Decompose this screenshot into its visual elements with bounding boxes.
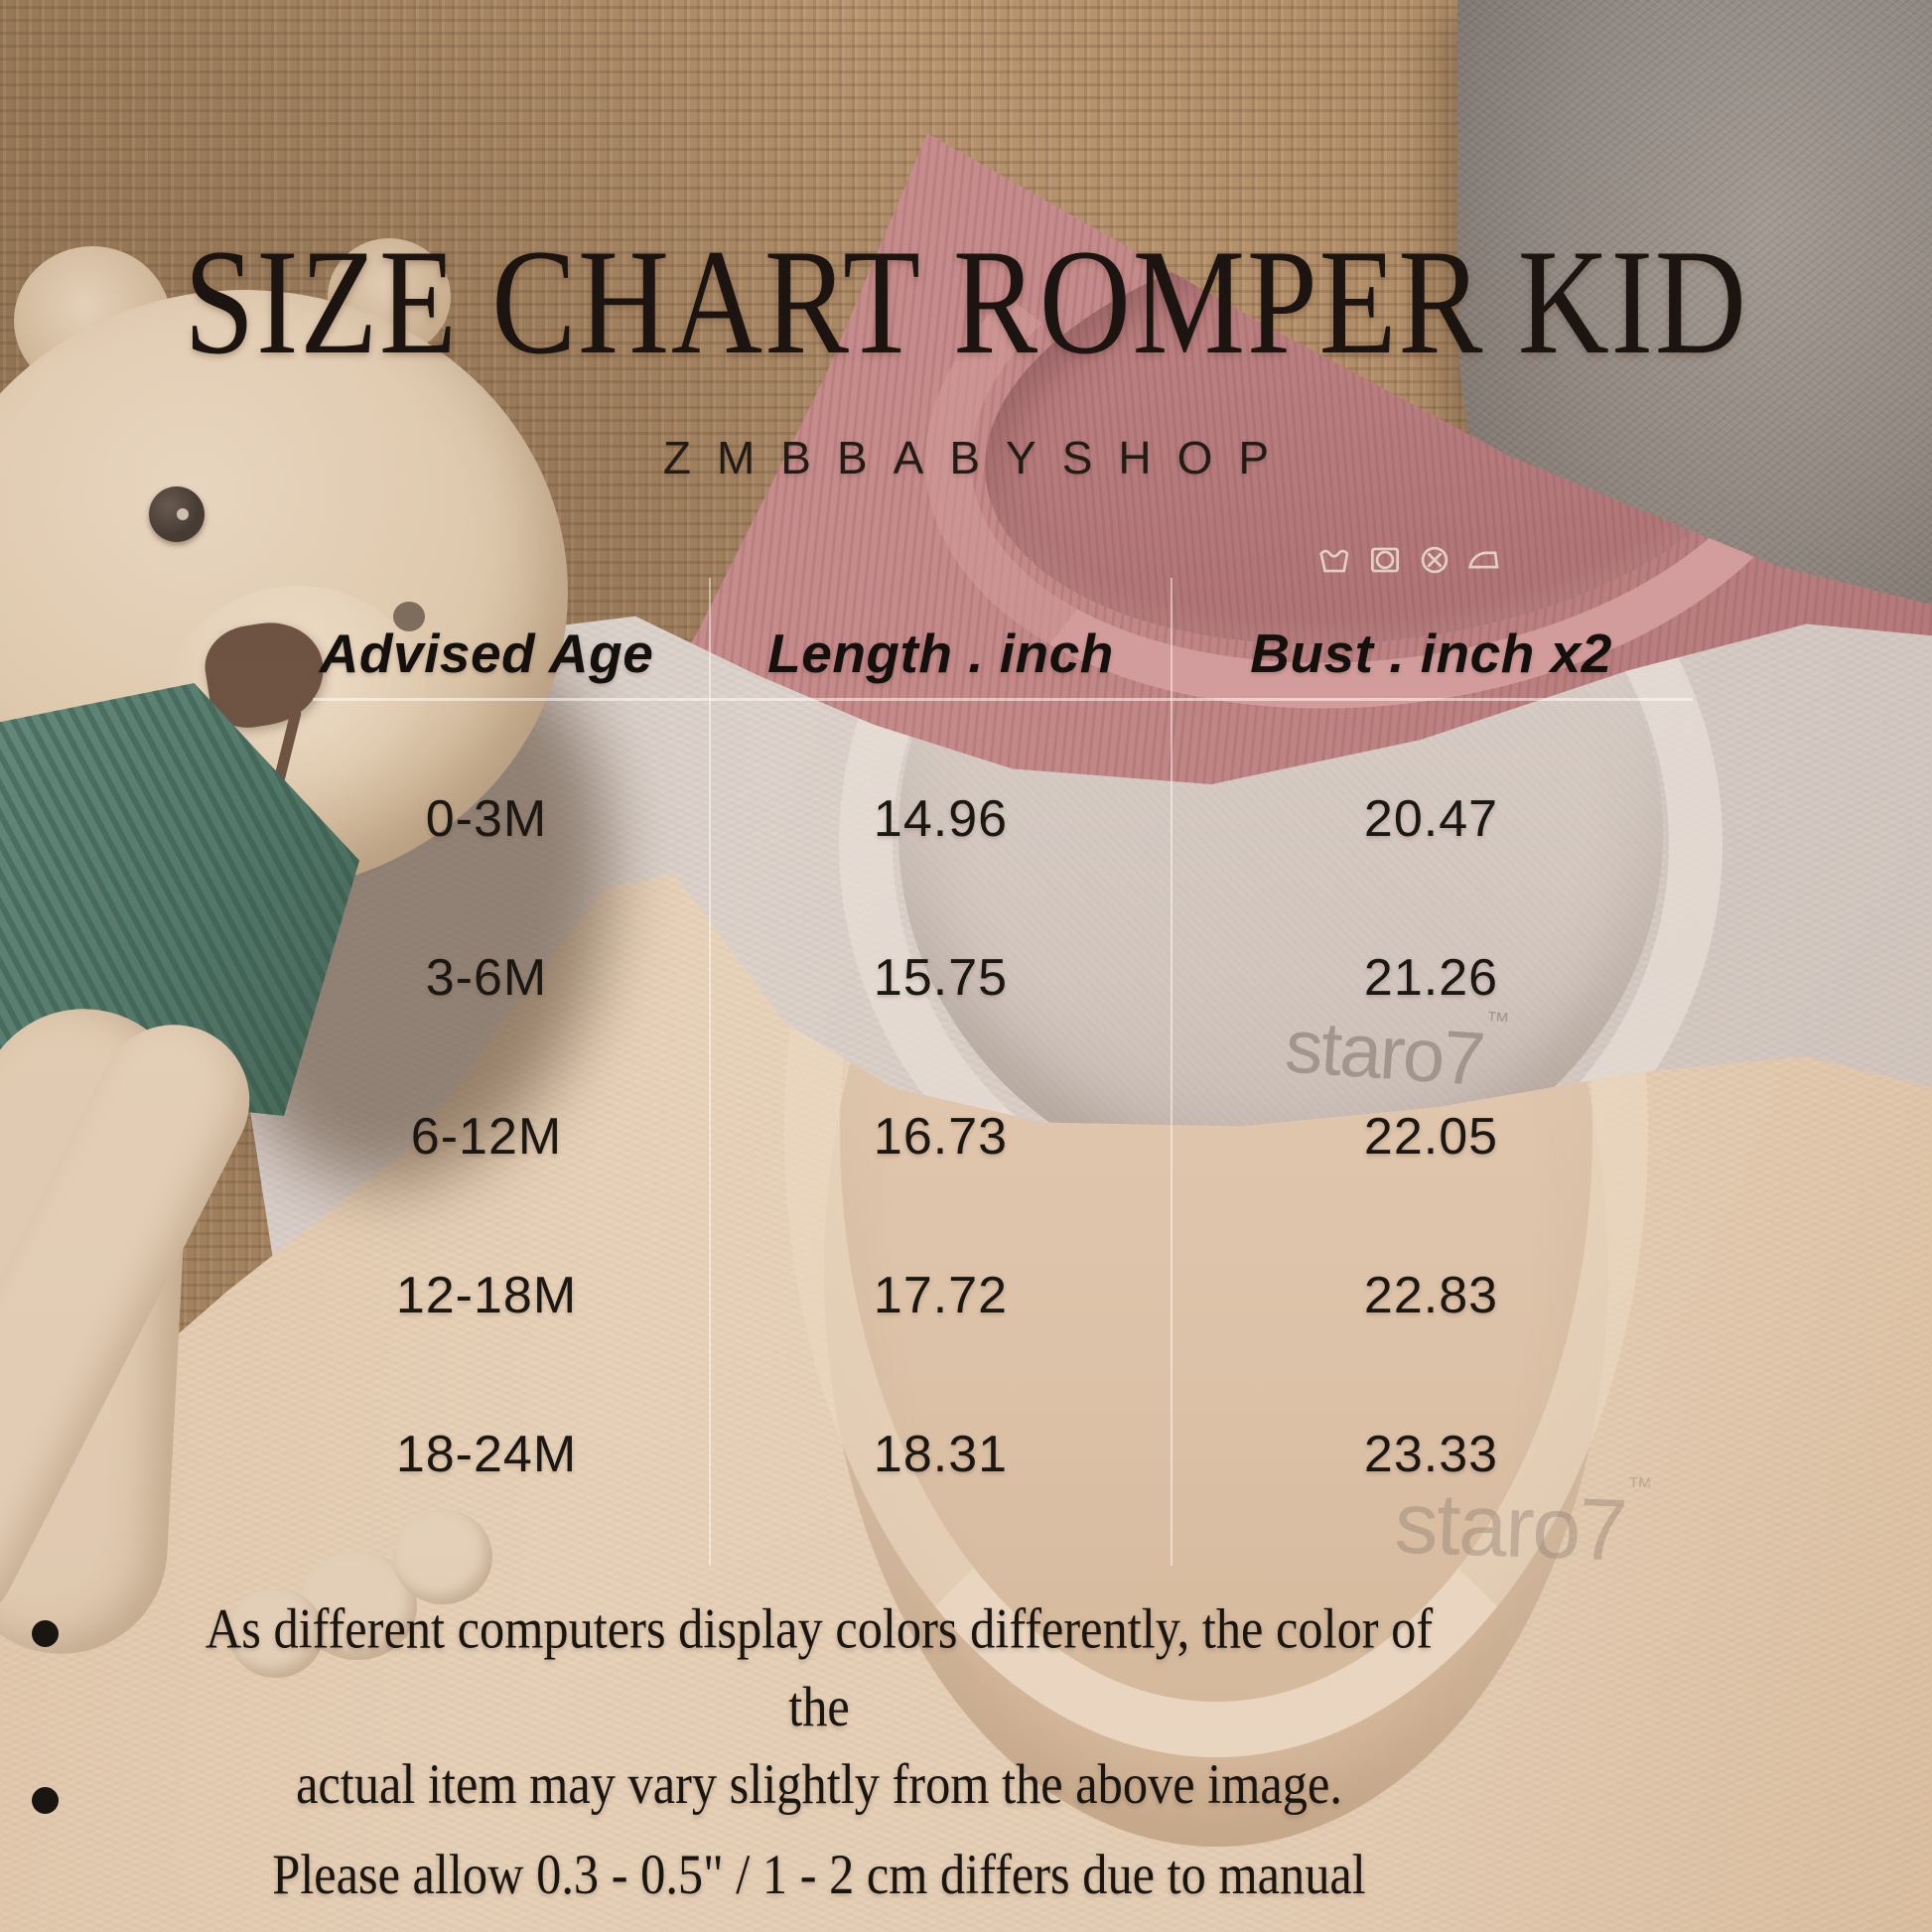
wash-icon — [1319, 549, 1349, 573]
column-divider-line — [1171, 578, 1173, 1566]
table-cell-bust: 22.83 — [1363, 1267, 1499, 1324]
table-cell-length: 16.73 — [873, 1108, 1009, 1166]
column-divider-line — [709, 578, 711, 1566]
table-cell-age: 6-12M — [410, 1108, 563, 1166]
tumble-dry-icon — [1370, 547, 1400, 573]
table-cell-bust: 22.05 — [1363, 1108, 1499, 1166]
table-cell-length: 14.96 — [873, 790, 1009, 848]
page-title: SIZE CHART ROMPER KID — [184, 218, 1748, 385]
table-cell-bust: 21.26 — [1363, 949, 1499, 1007]
size-table-header: Advised Age Length . inch Bust . inch x2 — [263, 606, 1691, 701]
note-line: As different computers display colors di… — [205, 1597, 1434, 1739]
table-cell-length: 15.75 — [873, 949, 1009, 1007]
shop-name: ZMBBABYSHOP — [662, 432, 1296, 483]
teddy-bear-eye-glint — [177, 508, 189, 520]
table-cell-bust: 20.47 — [1363, 790, 1499, 848]
header-divider-line — [313, 698, 1693, 701]
table-cell-age: 18-24M — [395, 1426, 578, 1483]
bullet-dot — [32, 1787, 59, 1814]
table-cell-age: 12-18M — [395, 1267, 578, 1324]
size-table-body: 0-3M 14.96 20.47 3-6M 15.75 21.26 6-12M … — [263, 740, 1691, 1534]
do-not-bleach-icon — [1421, 546, 1449, 574]
table-cell-age: 0-3M — [425, 790, 548, 848]
care-label-icons — [1316, 540, 1503, 580]
note-line: Please allow 0.3 - 0.5" / 1 - 2 cm diffe… — [272, 1843, 1366, 1932]
note-measurement-disclaimer: Please allow 0.3 - 0.5" / 1 - 2 cm diffe… — [176, 1836, 1462, 1932]
table-cell-length: 17.72 — [873, 1267, 1009, 1324]
note-line: actual item may vary slightly from the a… — [296, 1752, 1342, 1817]
scarf-tassel-fluff — [228, 1588, 324, 1678]
table-cell-age: 3-6M — [425, 949, 548, 1007]
table-cell-length: 18.31 — [873, 1426, 1009, 1483]
scarf-tassel-fluff — [393, 1509, 492, 1604]
bullet-dot — [32, 1620, 59, 1647]
column-header-bust: Bust . inch x2 — [1250, 622, 1612, 684]
column-header-length: Length . inch — [767, 622, 1114, 684]
table-cell-bust: 23.33 — [1363, 1426, 1499, 1483]
note-color-disclaimer: As different computers display colors di… — [176, 1590, 1462, 1824]
teddy-bear-eye — [393, 602, 425, 631]
iron-icon — [1468, 551, 1499, 569]
disclaimer-notes: As different computers display colors di… — [176, 1590, 1462, 1932]
column-header-advised-age: Advised Age — [319, 622, 654, 684]
